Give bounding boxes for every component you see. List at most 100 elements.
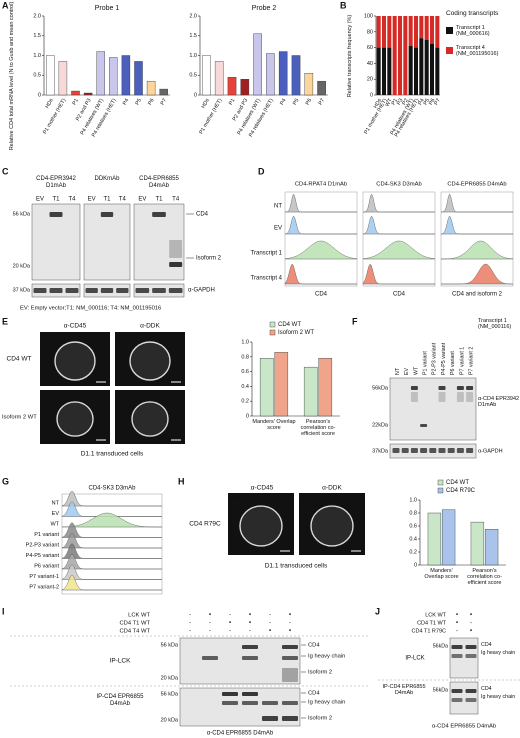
mw-label: 56 kDa bbox=[161, 642, 179, 648]
band-label: Ig heavy chain bbox=[481, 650, 516, 656]
construct-mark: • bbox=[209, 613, 211, 619]
bar-segment bbox=[403, 16, 408, 95]
mw-label: 56kDa bbox=[433, 687, 448, 693]
mw-label: 56kDa bbox=[433, 643, 448, 649]
legend-swatch bbox=[437, 479, 444, 486]
construct-mark: - bbox=[289, 621, 291, 627]
blot-band bbox=[420, 424, 428, 427]
cell bbox=[310, 505, 354, 547]
row-label: P2-P3 variant bbox=[26, 542, 60, 548]
blot-band bbox=[242, 656, 258, 660]
antibody-label: CD4-EPR3942 D1mAb bbox=[36, 176, 76, 189]
histogram bbox=[285, 193, 357, 213]
lane-label: T4 bbox=[119, 197, 127, 203]
panel-letter: H bbox=[178, 476, 185, 486]
construct-mark: - bbox=[470, 621, 472, 627]
histogram bbox=[61, 512, 162, 528]
x-tick-label: WT bbox=[384, 97, 394, 108]
antibody-label: CD4-RPAT4 D1mAb bbox=[295, 182, 347, 188]
stain-label: α-DDK bbox=[322, 485, 342, 492]
bar-segment bbox=[376, 47, 381, 95]
blot-band bbox=[49, 288, 63, 293]
construct-label: LCK WT bbox=[128, 613, 150, 619]
row-label: NT bbox=[274, 204, 282, 210]
bar bbox=[83, 92, 93, 96]
row-label: NT bbox=[52, 500, 60, 506]
y-tick-label: 1.5 bbox=[33, 33, 41, 39]
x-tick-label: P1 bbox=[228, 98, 236, 107]
band-label: Isoform 2 bbox=[196, 256, 222, 262]
y-tick-label: 0.5 bbox=[33, 73, 41, 79]
blot-band bbox=[401, 448, 409, 453]
row-label: CD4 R79C bbox=[189, 521, 221, 528]
blot-band bbox=[465, 698, 477, 702]
blot-band bbox=[242, 645, 258, 649]
histogram bbox=[441, 240, 514, 260]
histogram bbox=[284, 240, 358, 260]
band-label: Isoform 2 bbox=[308, 716, 332, 722]
blot-label: α-CD4 EPR6855 D4mAb bbox=[432, 724, 496, 730]
cell bbox=[56, 401, 94, 437]
bar bbox=[484, 529, 499, 566]
bar-segment bbox=[387, 16, 392, 48]
construct-mark: • bbox=[269, 629, 271, 635]
construct-mark: - bbox=[456, 629, 458, 635]
bar-segment bbox=[419, 16, 424, 39]
legend-title: Coding transcripts bbox=[446, 10, 499, 17]
lane-label: EV bbox=[36, 197, 44, 203]
band-label: Ig heavy chain bbox=[308, 700, 345, 706]
y-tick-label: 0 bbox=[194, 92, 197, 98]
panel-letter: I bbox=[2, 606, 5, 616]
blot-band bbox=[420, 448, 428, 453]
y-tick-label: 0 bbox=[414, 562, 417, 568]
bar-segment bbox=[429, 16, 435, 44]
flow-frame bbox=[362, 191, 436, 287]
x-tick-label: P4 bbox=[279, 98, 287, 107]
bar bbox=[109, 57, 118, 96]
histogram bbox=[61, 490, 162, 507]
bar-segment bbox=[376, 16, 381, 48]
band-label: Isoform 2 bbox=[308, 670, 332, 676]
band-label: Ig heavy chain bbox=[308, 654, 345, 660]
x-axis-label: CD4 bbox=[393, 292, 406, 298]
row-label: P7 variant-1 bbox=[29, 574, 59, 580]
row-label: P1 variant bbox=[34, 532, 59, 538]
blot-band bbox=[169, 240, 183, 258]
construct-label: LCK WT bbox=[425, 612, 446, 618]
panel-letter: F bbox=[352, 316, 358, 326]
blot-band bbox=[282, 668, 298, 682]
construct-mark: • bbox=[289, 629, 291, 635]
y-tick-label: 0 bbox=[370, 92, 373, 98]
blot-band bbox=[465, 689, 477, 693]
band-label: CD4 bbox=[481, 642, 492, 648]
bar bbox=[159, 88, 168, 96]
y-tick-label: 100 bbox=[364, 13, 373, 19]
x-tick-label: HDs bbox=[44, 97, 55, 109]
loading-label: α-GAPDH bbox=[478, 448, 503, 454]
legend-label: CD4 WT bbox=[446, 480, 469, 486]
x-tick-label: P7 bbox=[318, 98, 326, 107]
x-tick-label: P5 bbox=[135, 98, 143, 107]
construct-label: CD4 T4 WT bbox=[120, 629, 151, 635]
histogram bbox=[362, 263, 435, 285]
band-label: Ig heavy chain bbox=[481, 694, 516, 700]
row-label: Isoform 2 WT bbox=[2, 415, 37, 421]
y-axis-label: Relative CD4 total mRNA level (N to Gusb… bbox=[8, 1, 15, 151]
bar bbox=[259, 358, 274, 417]
blot-band bbox=[438, 386, 446, 390]
lane-label: T1 bbox=[103, 197, 111, 203]
construct-mark: - bbox=[189, 613, 191, 619]
lane-label: T4 bbox=[68, 197, 76, 203]
stain-label: α-CD45 bbox=[64, 323, 87, 330]
x-tick-label: P5 bbox=[423, 98, 431, 107]
blot-band bbox=[222, 692, 238, 696]
blot-band bbox=[222, 701, 238, 705]
band-label: CD4 bbox=[481, 686, 492, 692]
blot-band bbox=[282, 716, 298, 721]
blot-band bbox=[152, 212, 166, 217]
mw-label: 37 kDa bbox=[13, 287, 31, 293]
stain-label: α-DDK bbox=[140, 323, 160, 330]
bar bbox=[441, 509, 456, 566]
